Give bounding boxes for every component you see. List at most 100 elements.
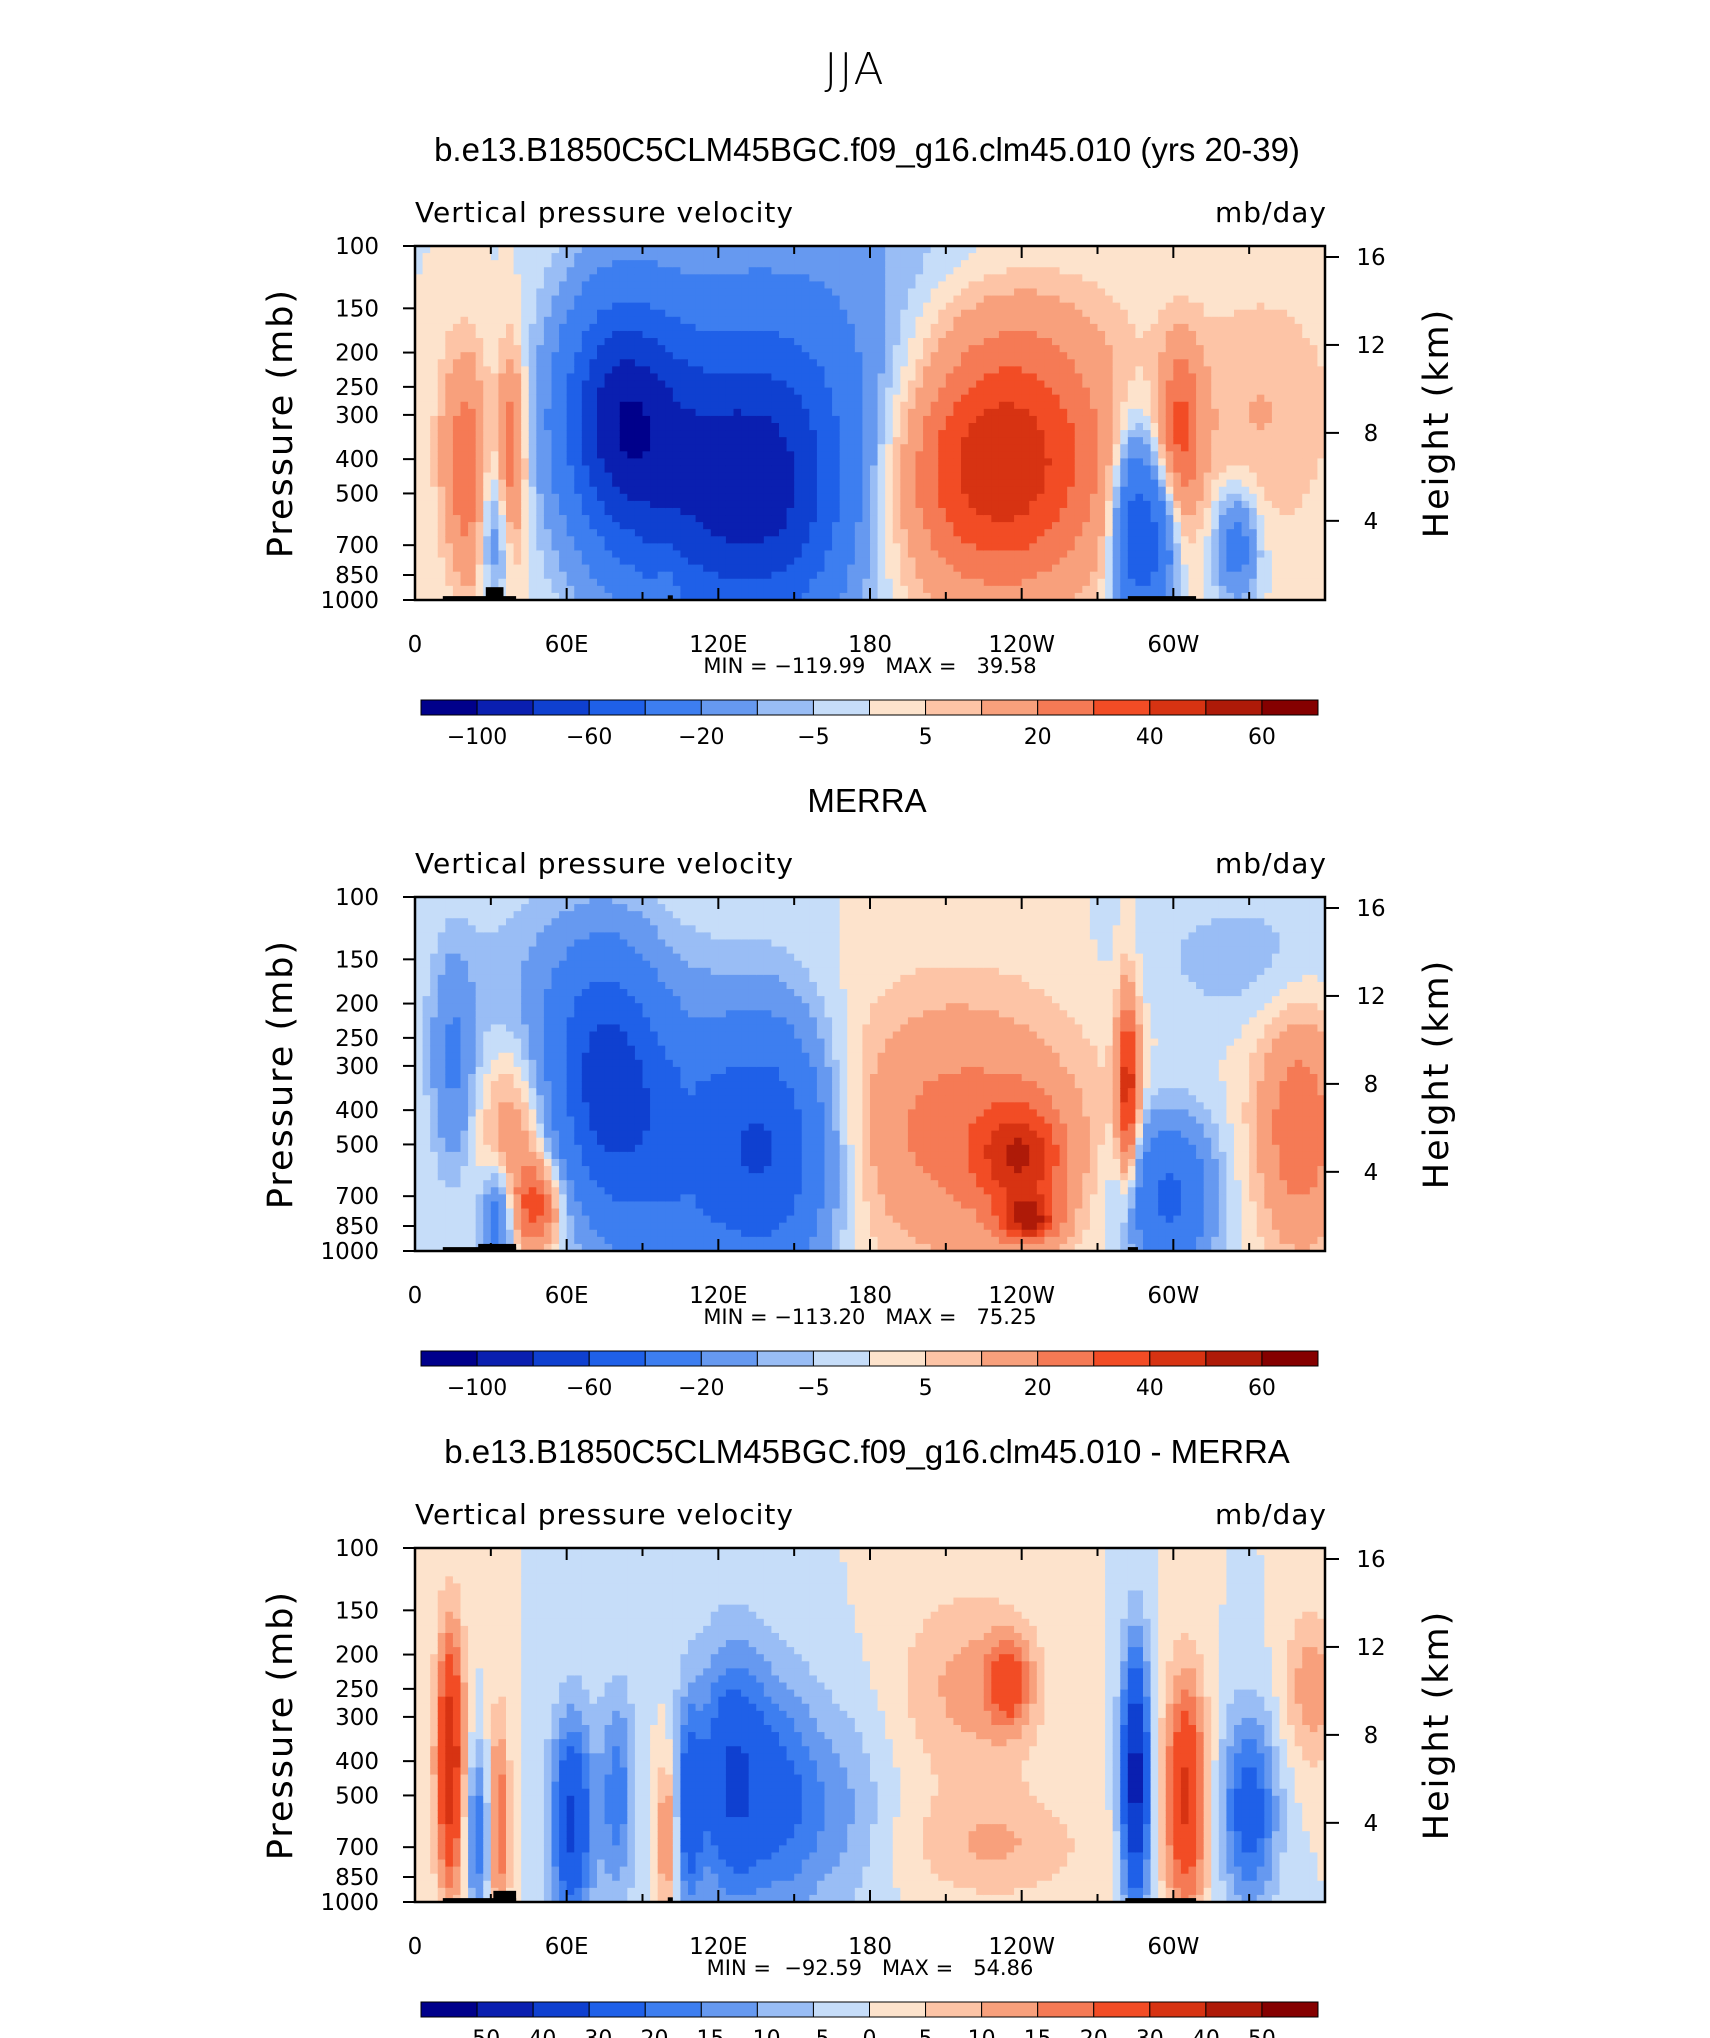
field-cell: [839, 366, 848, 375]
field-cell: [566, 309, 575, 318]
field-cell: [998, 281, 1008, 290]
field-cell: [976, 437, 985, 445]
field-cell: [680, 592, 689, 601]
field-cell: [1082, 465, 1091, 474]
field-cell: [422, 373, 431, 382]
field-cell: [794, 260, 803, 268]
field-cell: [490, 352, 500, 360]
field-cell: [710, 260, 719, 268]
field-cell: [877, 592, 886, 601]
field-cell: [415, 423, 424, 431]
field-cell: [816, 401, 826, 410]
field-cell: [748, 543, 757, 552]
field-cell: [832, 437, 841, 445]
field-cell: [1158, 338, 1167, 346]
field-cell: [528, 585, 537, 594]
field-cell: [1029, 415, 1038, 424]
field-cell: [543, 472, 553, 481]
field-cell: [521, 465, 530, 474]
field-cell: [581, 267, 591, 275]
field-cell: [1021, 465, 1030, 474]
field-cell: [430, 408, 439, 417]
field-cell: [1150, 465, 1159, 474]
field-cell: [1143, 373, 1152, 382]
field-cell: [634, 359, 644, 367]
field-cell: [786, 253, 795, 261]
field-cell: [581, 415, 591, 424]
field-cell: [536, 380, 545, 389]
field-cell: [1127, 550, 1137, 559]
field-cell: [779, 437, 788, 445]
field-cell: [1135, 578, 1144, 587]
field-cell: [885, 585, 894, 594]
field-cell: [733, 352, 742, 360]
field-cell: [718, 387, 727, 396]
field-cell: [468, 309, 477, 318]
field-cell: [1135, 295, 1144, 304]
field-cell: [1135, 330, 1144, 339]
field-cell: [900, 394, 909, 403]
field-cell: [528, 415, 537, 424]
field-cell: [725, 585, 735, 594]
field-cell: [976, 295, 985, 304]
field-cell: [422, 564, 431, 573]
field-cell: [771, 288, 780, 297]
field-cell: [483, 345, 492, 353]
field-cell: [741, 571, 750, 580]
field-cell: [506, 330, 515, 339]
field-cell: [1105, 274, 1114, 282]
field-cell: [839, 345, 848, 353]
field-cell: [672, 493, 682, 502]
field-cell: [1059, 472, 1068, 481]
field-cell: [475, 366, 484, 375]
field-cell: [1127, 444, 1137, 452]
field-cell: [1097, 288, 1106, 297]
field-cell: [437, 423, 446, 431]
field-cell: [824, 330, 833, 339]
field-cell: [945, 408, 955, 417]
field-cell: [634, 366, 644, 375]
field-cell: [528, 493, 537, 502]
field-cell: [1097, 295, 1106, 304]
field-cell: [1158, 543, 1167, 552]
field-cell: [756, 323, 765, 332]
field-cell: [794, 543, 803, 552]
field-cell: [642, 592, 651, 601]
field-cell: [597, 585, 606, 594]
field-cell: [961, 267, 970, 275]
field-cell: [521, 423, 530, 431]
field-cell: [961, 338, 970, 346]
field-cell: [938, 352, 947, 360]
field-cell: [634, 373, 644, 382]
field-cell: [445, 345, 454, 353]
field-cell: [900, 564, 909, 573]
field-cell: [976, 387, 985, 396]
field-cell: [1014, 316, 1023, 325]
field-cell: [597, 394, 606, 403]
field-cell: [801, 253, 810, 261]
field-cell: [824, 366, 833, 375]
field-cell: [452, 246, 462, 254]
field-cell: [452, 323, 462, 332]
field-cell: [718, 578, 727, 587]
field-cell: [1105, 430, 1114, 438]
field-cell: [1127, 330, 1137, 339]
field-cell: [1127, 536, 1137, 544]
field-cell: [445, 522, 454, 530]
field-cell: [521, 401, 530, 410]
field-cell: [513, 536, 522, 544]
field-cell: [930, 253, 939, 261]
field-cell: [885, 394, 894, 403]
field-cell: [718, 267, 727, 275]
field-cell: [1029, 253, 1038, 261]
field-cell: [771, 316, 780, 325]
field-cell: [801, 330, 810, 339]
field-cell: [1006, 571, 1015, 580]
field-cell: [672, 423, 682, 431]
field-cell: [1082, 550, 1091, 559]
field-cell: [847, 493, 856, 502]
field-cell: [680, 578, 689, 587]
field-cell: [521, 288, 530, 297]
field-cell: [756, 260, 765, 268]
filled-contours: [415, 246, 1326, 601]
